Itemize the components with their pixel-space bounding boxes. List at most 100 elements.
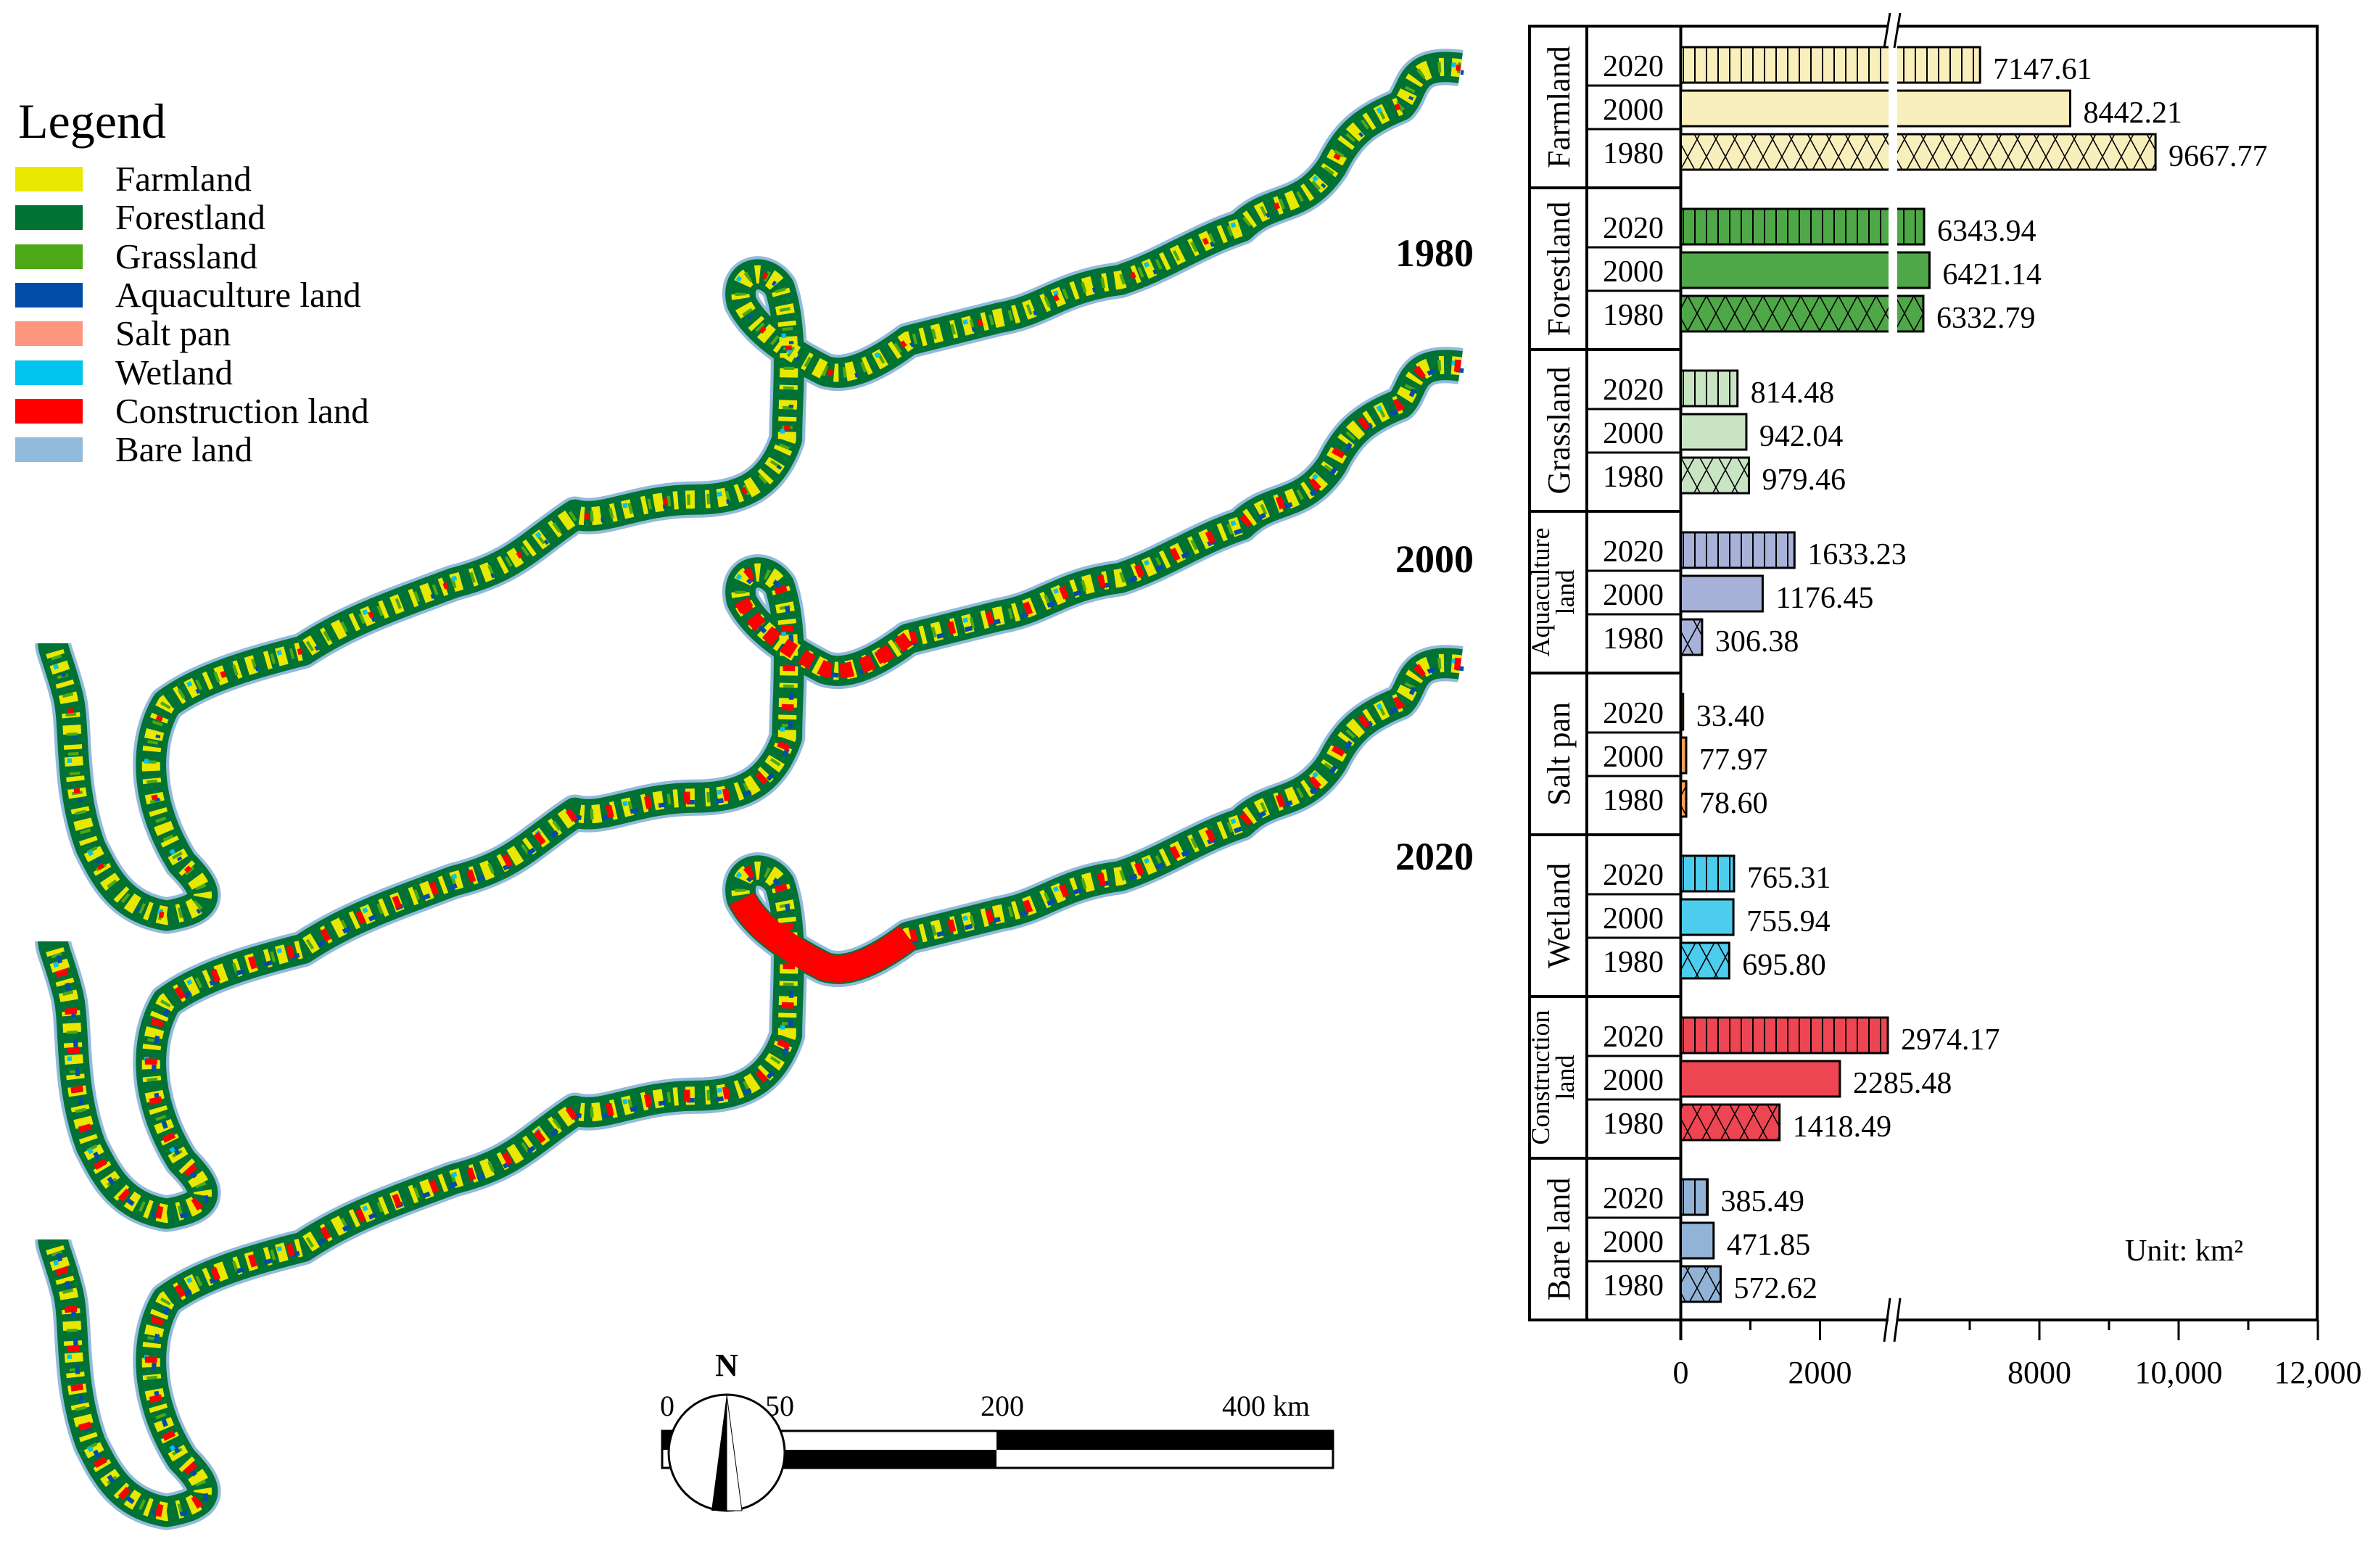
axis-break-gap [1889,250,1897,290]
legend-swatch [15,167,83,191]
value-label: 6332.79 [1936,302,2036,335]
axis-break-icon [1883,1297,1902,1342]
value-label: 2974.17 [1901,1023,2000,1057]
legend-item: Bare land [15,429,253,470]
x-tick-label: 12,000 [2274,1355,2362,1390]
value-label: 2285.48 [1853,1067,1952,1100]
category-group-farmland: Farmland 2020 7147.61 2000 8442.21 1980 9667.7… [1541,45,2268,173]
bar-salt-pan-2000 [1680,736,1688,775]
bar-wetland-2000 [1680,898,1735,936]
value-label: 6421.14 [1942,258,2042,292]
year-label: 1980 [1603,137,1664,170]
year-label: 1980 [1603,299,1664,332]
value-label: 306.38 [1715,625,1799,659]
legend-label: Wetland [115,352,234,392]
year-label: 2020 [1603,697,1664,730]
legend-label: Bare land [115,429,253,470]
category-group-salt-pan: Salt pan 2020 33.40 2000 77.97 1980 78.60 [1530,672,1768,820]
value-label: 572.62 [1733,1272,1817,1305]
legend-label: Salt pan [115,313,231,354]
category-group-forestland: Forestland 2020 6343.94 2000 6421.14 1980 6332… [1530,186,2042,337]
bar-construction-land-2020 [1680,1016,1889,1055]
category-group-grassland: Grassland 2020 814.48 2000 942.04 1980 979.46 [1530,348,1846,497]
legend-item: Farmland [15,159,252,199]
value-label: 755.94 [1746,905,1831,938]
bar-forestland-1980 [1680,294,1925,333]
unit-label: Unit: km² [2125,1234,2243,1268]
legend-swatch [15,205,83,231]
year-label: 1980 [1603,946,1664,979]
year-label: 1980 [1603,622,1664,656]
value-label: 695.80 [1742,949,1826,982]
bar-aquaculture-land-2020 [1680,531,1796,569]
legend-item: Forestland [15,199,265,235]
category-label: land [1551,1055,1580,1100]
year-label: 2020 [1603,859,1664,892]
x-tick-label: 2000 [1788,1355,1852,1390]
year-label: 2020 [1603,1182,1664,1216]
axis-break-icon [1883,12,1902,49]
map-year-2020: 2020 [1395,835,1474,878]
bar-aquaculture-land-1980 [1680,618,1704,656]
legend-item: Salt pan [15,313,231,354]
bar-grassland-1980 [1680,456,1751,495]
year-label: 1980 [1603,1107,1664,1141]
bar-construction-land-1980 [1680,1103,1781,1142]
year-label: 2000 [1603,94,1664,127]
bar-grassland-2000 [1680,413,1748,451]
bar-farmland-2020 [1680,46,1981,84]
bar-bare-land-1980 [1680,1265,1722,1303]
legend-label: Farmland [115,159,252,199]
value-label: 8442.21 [2083,96,2182,130]
bar-salt-pan-2020 [1680,693,1685,731]
legend-title: Legend [18,94,166,149]
year-label: 2020 [1603,374,1664,407]
year-label: 2020 [1603,1020,1664,1054]
legend-item: Wetland [15,352,234,392]
bar-salt-pan-1980 [1680,780,1688,818]
category-label: Forestland [1541,202,1577,337]
bar-bare-land-2020 [1680,1178,1709,1216]
bar-wetland-2020 [1680,854,1736,893]
year-label: 2020 [1603,535,1664,569]
value-label: 471.85 [1727,1229,1811,1262]
year-label: 1980 [1603,784,1664,817]
year-label: 1980 [1603,1269,1664,1303]
axis-break-gap [1889,45,1897,85]
bar-construction-land-2000 [1680,1060,1841,1098]
bar-aquaculture-land-2000 [1680,574,1764,613]
year-label: 1980 [1603,461,1664,494]
value-label: 78.60 [1699,787,1768,820]
bar-grassland-2020 [1680,369,1739,408]
axis-break-gap [1889,88,1897,128]
category-label: Construction [1526,1010,1555,1145]
legend-item: Aquaculture land [15,277,361,313]
value-label: 7147.61 [1993,53,2092,86]
year-label: 2000 [1603,417,1664,450]
legend-swatch [15,360,83,385]
value-label: 1633.23 [1807,538,1907,572]
bar-forestland-2000 [1680,251,1931,289]
value-label: 942.04 [1759,420,1844,453]
year-label: 2000 [1603,579,1664,612]
category-label: Grassland [1541,367,1577,495]
x-axis: 0 2000 8000 10,000 12,000 [1673,12,2362,1390]
bar-farmland-1980 [1680,133,2157,171]
year-label: 2020 [1603,212,1664,245]
year-label: 2000 [1603,1064,1664,1097]
legend-swatch [15,398,83,424]
year-label: 2000 [1603,740,1664,774]
axis-break-gap [1889,207,1897,247]
category-label: Aquaculture [1526,528,1555,657]
legend-swatch [15,282,83,308]
legend-label: Construction land [115,390,369,431]
value-label: 814.48 [1751,376,1835,410]
legend-label: Grassland [115,236,257,276]
value-label: 9667.77 [2168,140,2268,173]
category-label: Wetland [1541,863,1577,969]
value-label: 385.49 [1721,1185,1805,1218]
year-label: 2000 [1603,255,1664,289]
